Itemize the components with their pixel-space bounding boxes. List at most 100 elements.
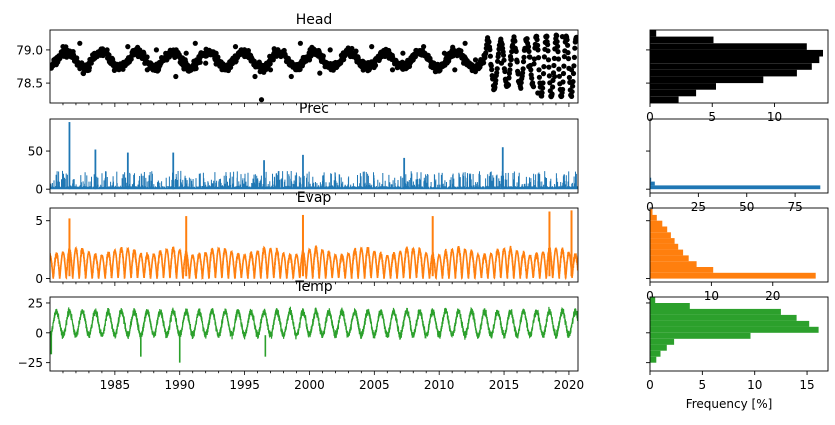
temp-xtick-label: 1985 (100, 378, 131, 392)
evap-hist-bar (650, 243, 679, 250)
prec-hist-bar (650, 185, 821, 190)
head-dot (164, 57, 170, 63)
temp-hist-bar (650, 350, 661, 357)
head-axes (49, 29, 579, 104)
head-dot (570, 79, 576, 85)
head-hist-bar (650, 30, 657, 37)
head-dot (555, 43, 561, 50)
head-dot (372, 62, 379, 68)
evap-hist-bar (650, 272, 816, 279)
head-dot (358, 63, 364, 70)
head-dot (353, 48, 359, 54)
temp-hist-bar (650, 308, 781, 315)
prec-hist-xtick-label: 75 (787, 200, 802, 214)
head-dot (228, 64, 234, 70)
head-dot (566, 74, 573, 81)
head-hist-bar (650, 89, 697, 97)
head-dot (551, 62, 557, 69)
temp-xtick-label: 2015 (489, 378, 520, 392)
head-hist-bar (650, 36, 714, 44)
head-dot (77, 40, 83, 46)
head-dot (267, 67, 274, 73)
head-dot (144, 67, 150, 73)
head-hist-bar (650, 76, 764, 84)
evap-hist-bar (650, 214, 657, 221)
temp-xtick-label: 1995 (229, 378, 260, 392)
temp-hist-bar (650, 303, 690, 309)
head-dot (544, 34, 550, 40)
head-dot (517, 80, 523, 86)
temp-hist-xtick-label: 15 (799, 378, 814, 392)
head-plot-area (50, 32, 578, 103)
evap-hist-bar (650, 209, 653, 215)
head-hist-xtick-label: 0 (646, 110, 654, 124)
prec-ytick-label: 0 (35, 183, 43, 197)
head-dot (527, 54, 533, 60)
evap-ytick-label: 5 (35, 214, 43, 228)
head-dot (482, 53, 488, 60)
temp-xtick-label: 1990 (164, 378, 195, 392)
hist-xlabel: Frequency [%] (686, 397, 773, 411)
head-hist-bar (650, 63, 812, 70)
head-dot (348, 50, 354, 56)
head-dot (223, 67, 229, 73)
head-dot (554, 33, 560, 39)
head-dot (270, 57, 276, 63)
prec-line (50, 170, 578, 190)
head-dot (507, 53, 514, 60)
head-dot (86, 60, 92, 66)
temp-hist-bar (650, 320, 810, 327)
prec-plot-area (50, 122, 578, 190)
head-dot (564, 37, 570, 43)
head-dot (74, 55, 80, 61)
head-dot (498, 60, 505, 66)
head-dot (552, 73, 558, 80)
temp-plot-area (50, 306, 578, 363)
head-dot (536, 67, 542, 73)
evap-hist-xtick-label: 20 (765, 289, 780, 303)
head-dot (529, 75, 535, 81)
head-dot (545, 42, 551, 48)
head-dot (541, 64, 547, 70)
head-dot (51, 57, 57, 63)
head-dot (546, 64, 552, 70)
head-dot (524, 36, 530, 42)
temp-hist-bar (650, 326, 819, 333)
head-dot (153, 47, 159, 53)
temp-xtick-label: 2005 (359, 378, 390, 392)
head-dot (540, 80, 546, 86)
head-dot (95, 50, 101, 56)
temp-line (50, 306, 578, 340)
head-dot (232, 44, 239, 50)
head-dot (458, 48, 464, 54)
head-title: Head (296, 12, 333, 28)
head-dot (278, 53, 284, 60)
head-hist-bar (650, 83, 716, 90)
head-dot (546, 73, 553, 79)
head-dot (317, 70, 323, 76)
head-dot (572, 45, 578, 51)
temp-hist-bar (650, 356, 657, 363)
head-dot (565, 50, 571, 56)
head-dot (520, 59, 527, 65)
evap-hist-bar (650, 226, 668, 233)
head-dot (502, 68, 508, 75)
head-dot (203, 60, 209, 66)
temp-hist-bar (650, 314, 797, 321)
evap-title: Evap (297, 190, 332, 206)
head-dot (379, 53, 385, 60)
head-dot (104, 47, 110, 53)
head-dot (487, 47, 493, 53)
head-dot (550, 84, 556, 90)
head-dot (565, 56, 572, 62)
head-dot (539, 90, 545, 96)
head-dot (520, 70, 526, 76)
evap-hist-bar (650, 220, 663, 227)
head-dot (525, 44, 532, 50)
head-dot (505, 82, 512, 88)
temp-ytick-label: −25 (18, 356, 43, 370)
head-dot (183, 50, 189, 56)
temp-hist-bar (650, 344, 667, 351)
head-dot (68, 53, 74, 60)
